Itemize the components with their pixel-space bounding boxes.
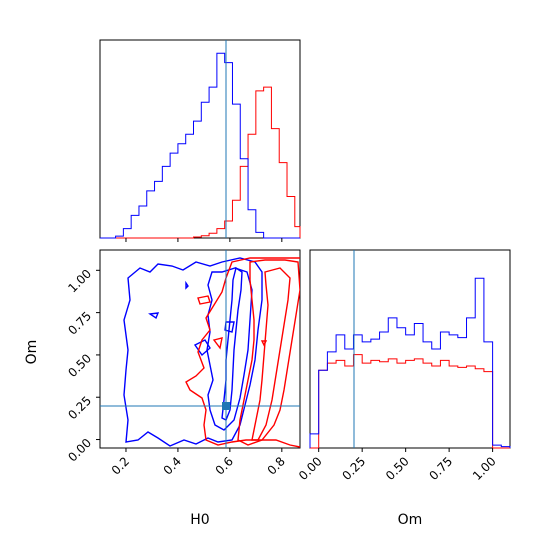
red-contour-inner [251, 267, 291, 441]
y-tick-label: 0.00 [65, 436, 94, 465]
om-x-tick-label: 0.75 [426, 454, 455, 483]
om-x-tick-label: 0.50 [383, 454, 412, 483]
xlabel-om: Om [398, 512, 423, 528]
blue-contour-inner [221, 266, 243, 421]
red-histogram-series [310, 354, 510, 449]
x-tick-label: 0.6 [213, 454, 236, 477]
joint-truth-marker [222, 402, 230, 410]
joint-frame [99, 249, 301, 449]
om-x-tick-label: 1.00 [470, 454, 499, 483]
blue-histogram-series [100, 52, 300, 239]
y-tick-label: 0.25 [65, 393, 94, 422]
om-x-tick-label: 0.25 [340, 454, 369, 483]
red-histogram-series [100, 86, 301, 239]
blue-contour-island-2 [148, 312, 160, 320]
om-histogram-panel: 0.00 0.25 0.50 0.75 1.00 Om [296, 249, 511, 528]
red-contour-island-2 [212, 337, 223, 350]
joint-contour-panel: 0.2 0.4 0.6 0.8 0.00 0.25 0.50 0.75 1.00 H0 Om [24, 249, 301, 528]
h0-histogram-frame [99, 39, 301, 239]
red-contour-island-1 [197, 295, 211, 305]
red-contour-island-3 [260, 340, 268, 347]
blue-contour-island-4 [185, 280, 189, 290]
blue-contour-island-3 [224, 321, 235, 333]
red-contour-outer [185, 257, 300, 448]
red-contour-mid [237, 259, 300, 446]
xlabel-h0: H0 [190, 512, 209, 528]
om-x-tick-label: 0.00 [296, 454, 325, 483]
y-tick-label: 0.75 [65, 309, 94, 338]
x-tick-label: 0.2 [109, 454, 132, 477]
x-tick-label: 0.4 [161, 454, 184, 477]
ylabel-om: Om [24, 340, 40, 365]
blue-histogram-series [309, 277, 511, 448]
y-tick-label: 0.50 [65, 351, 94, 380]
h0-histogram-panel [99, 39, 301, 242]
om-histogram-frame [309, 249, 511, 449]
y-tick-label: 1.00 [65, 267, 94, 296]
x-tick-label: 0.8 [265, 454, 288, 477]
